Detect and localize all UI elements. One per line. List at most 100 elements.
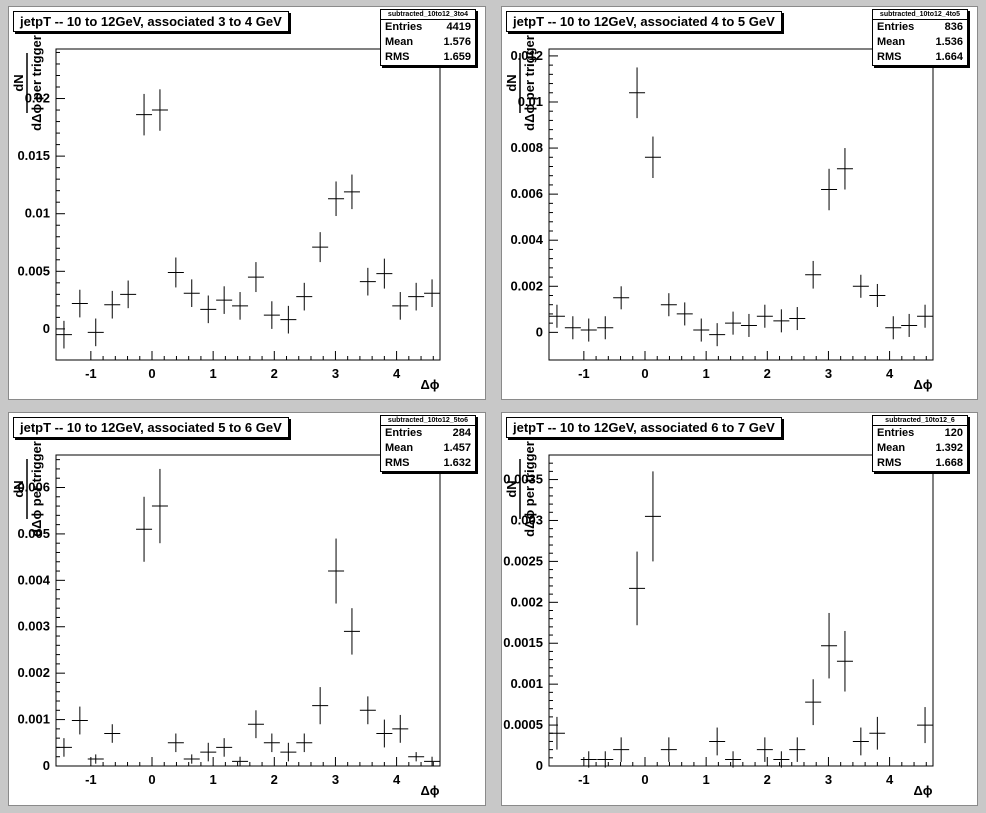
y-axis-label-denominator: dΔϕ per trigger	[522, 35, 537, 131]
stats-mean-label: Mean	[877, 442, 906, 454]
x-tick-label: 0	[641, 772, 648, 787]
x-tick-label: 1	[210, 366, 217, 381]
stats-box-2: subtracted_10to12_4to5 Entries 836 Mean 1.…	[872, 9, 968, 66]
y-tick-label: 0.02	[25, 91, 50, 106]
y-axis-label-denominator: dΔϕ per trigger	[29, 441, 44, 537]
y-axis-label-numerator: dN	[11, 74, 26, 91]
plot-svg-2: 0 0.002 0.004 0.006 0.008 0.01 0.012 -1 0 1 2 3 4 Δϕ d…	[504, 35, 934, 392]
plot-pad-3: 0 0.001 0.002 0.003 0.004 0.005 0.006 -1 0 1 2 3 4 Δϕ…	[8, 412, 486, 806]
y-axis-label-numerator: dN	[504, 74, 519, 91]
stats-entries-value: 120	[944, 427, 963, 439]
x-axis-label: Δϕ	[913, 377, 932, 392]
stats-entries-label: Entries	[385, 427, 423, 439]
stats-mean-value: 1.536	[935, 36, 963, 48]
plot-pad-4: 0 0.0005 0.001 0.0015 0.002 0.0025 0.003 0.0035…	[501, 412, 978, 806]
stats-entries-label: Entries	[385, 21, 423, 33]
x-tick-label: 1	[210, 772, 217, 787]
stats-rms-value: 1.659	[443, 51, 471, 63]
x-tick-label: 2	[764, 366, 771, 381]
y-axis-label: dN dΔϕ per trigger	[11, 35, 44, 131]
stats-mean-value: 1.457	[443, 442, 471, 454]
stats-histogram-name: subtracted_10to12_5to6	[381, 416, 475, 426]
plot-title-1: jetpT -- 10 to 12GeV, associated 3 to 4 …	[13, 11, 289, 32]
x-tick-label: 0	[148, 366, 155, 381]
y-tick-label: 0.012	[510, 48, 543, 63]
y-tick-label: 0.0005	[503, 717, 543, 732]
y-tick-label: 0.003	[510, 512, 543, 527]
stats-rms-value: 1.632	[443, 457, 471, 469]
y-tick-label: 0	[43, 321, 50, 336]
x-tick-label: -1	[578, 772, 590, 787]
y-tick-label: 0.001	[17, 712, 50, 727]
plot-frame	[548, 48, 934, 361]
x-axis-label: Δϕ	[913, 783, 932, 798]
y-tick-label: 0.006	[17, 479, 50, 494]
y-tick-label: 0.002	[17, 665, 50, 680]
stats-mean-value: 1.392	[935, 442, 963, 454]
y-axis-label: dN dΔϕ per trigger	[11, 441, 44, 537]
stats-histogram-name: subtracted_10to12_6	[873, 416, 967, 426]
plot-frame	[55, 48, 441, 361]
x-tick-label: 2	[764, 772, 771, 787]
stats-mean-value: 1.576	[443, 36, 471, 48]
y-axis-label: dN dΔϕ per trigger	[504, 441, 537, 537]
y-tick-label: 0.002	[510, 278, 543, 293]
stats-entries-value: 4419	[446, 21, 471, 33]
stats-mean-label: Mean	[385, 36, 414, 48]
plot-svg-3: 0 0.001 0.002 0.003 0.004 0.005 0.006 -1 0 1 2 3 4 Δϕ…	[11, 441, 441, 798]
stats-rms-label: RMS	[385, 51, 410, 63]
y-tick-label: 0.0025	[503, 553, 543, 568]
x-tick-label: -1	[578, 366, 590, 381]
x-tick-label: 1	[703, 772, 710, 787]
y-tick-label: 0	[43, 758, 50, 773]
plot-title-4: jetpT -- 10 to 12GeV, associated 6 to 7 …	[506, 417, 782, 438]
x-tick-label: 0	[641, 366, 648, 381]
plot-pad-1: 0 0.005 0.01 0.015 0.02 -1 0 1 2 3 4 Δϕ dN dΔϕ per tr…	[8, 6, 486, 400]
y-tick-label: 0.004	[510, 232, 543, 247]
stats-histogram-name: subtracted_10to12_4to5	[873, 10, 967, 20]
plot-title-3: jetpT -- 10 to 12GeV, associated 5 to 6 …	[13, 417, 289, 438]
x-tick-label: 4	[393, 772, 401, 787]
y-tick-label: 0	[536, 324, 543, 339]
x-tick-label: 3	[332, 772, 339, 787]
y-tick-label: 0.004	[17, 572, 50, 587]
y-tick-label: 0.0015	[503, 635, 543, 650]
plot-frame	[55, 454, 441, 767]
x-tick-label: 1	[703, 366, 710, 381]
x-tick-label: 4	[886, 366, 894, 381]
y-tick-label: 0	[536, 758, 543, 773]
y-tick-label: 0.01	[518, 94, 543, 109]
stats-mean-label: Mean	[877, 36, 906, 48]
stats-rms-label: RMS	[385, 457, 410, 469]
plot-svg-4: 0 0.0005 0.001 0.0015 0.002 0.0025 0.003 0.0035…	[503, 441, 934, 798]
plot-pad-2: 0 0.002 0.004 0.006 0.008 0.01 0.012 -1 0 1 2 3 4 Δϕ d…	[501, 6, 978, 400]
stats-box-3: subtracted_10to12_5to6 Entries 284 Mean 1.…	[380, 415, 476, 472]
x-tick-label: 3	[825, 772, 832, 787]
plot-svg-1: 0 0.005 0.01 0.015 0.02 -1 0 1 2 3 4 Δϕ dN dΔϕ per tr…	[11, 35, 441, 392]
x-tick-label: 2	[271, 366, 278, 381]
x-tick-label: 3	[332, 366, 339, 381]
y-tick-label: 0.003	[17, 619, 50, 634]
stats-mean-label: Mean	[385, 442, 414, 454]
x-tick-label: 4	[886, 772, 894, 787]
y-axis-label: dN dΔϕ per trigger	[504, 35, 537, 131]
x-tick-label: -1	[85, 366, 97, 381]
stats-histogram-name: subtracted_10to12_3to4	[381, 10, 475, 20]
x-tick-label: -1	[85, 772, 97, 787]
x-tick-label: 3	[825, 366, 832, 381]
y-axis-label-numerator: dN	[11, 480, 26, 497]
y-tick-label: 0.015	[17, 148, 50, 163]
stats-rms-label: RMS	[877, 51, 902, 63]
y-tick-label: 0.005	[17, 526, 50, 541]
stats-entries-value: 836	[944, 21, 963, 33]
stats-entries-label: Entries	[877, 21, 915, 33]
stats-box-1: subtracted_10to12_3to4 Entries 4419 Mean 1…	[380, 9, 476, 66]
y-tick-label: 0.002	[510, 594, 543, 609]
stats-rms-label: RMS	[877, 457, 902, 469]
stats-rms-value: 1.668	[935, 457, 963, 469]
y-tick-label: 0.006	[510, 186, 543, 201]
y-tick-label: 0.008	[510, 140, 543, 155]
y-axis-label-denominator: dΔϕ per trigger	[29, 35, 44, 131]
y-tick-label: 0.01	[25, 206, 50, 221]
stats-entries-label: Entries	[877, 427, 915, 439]
